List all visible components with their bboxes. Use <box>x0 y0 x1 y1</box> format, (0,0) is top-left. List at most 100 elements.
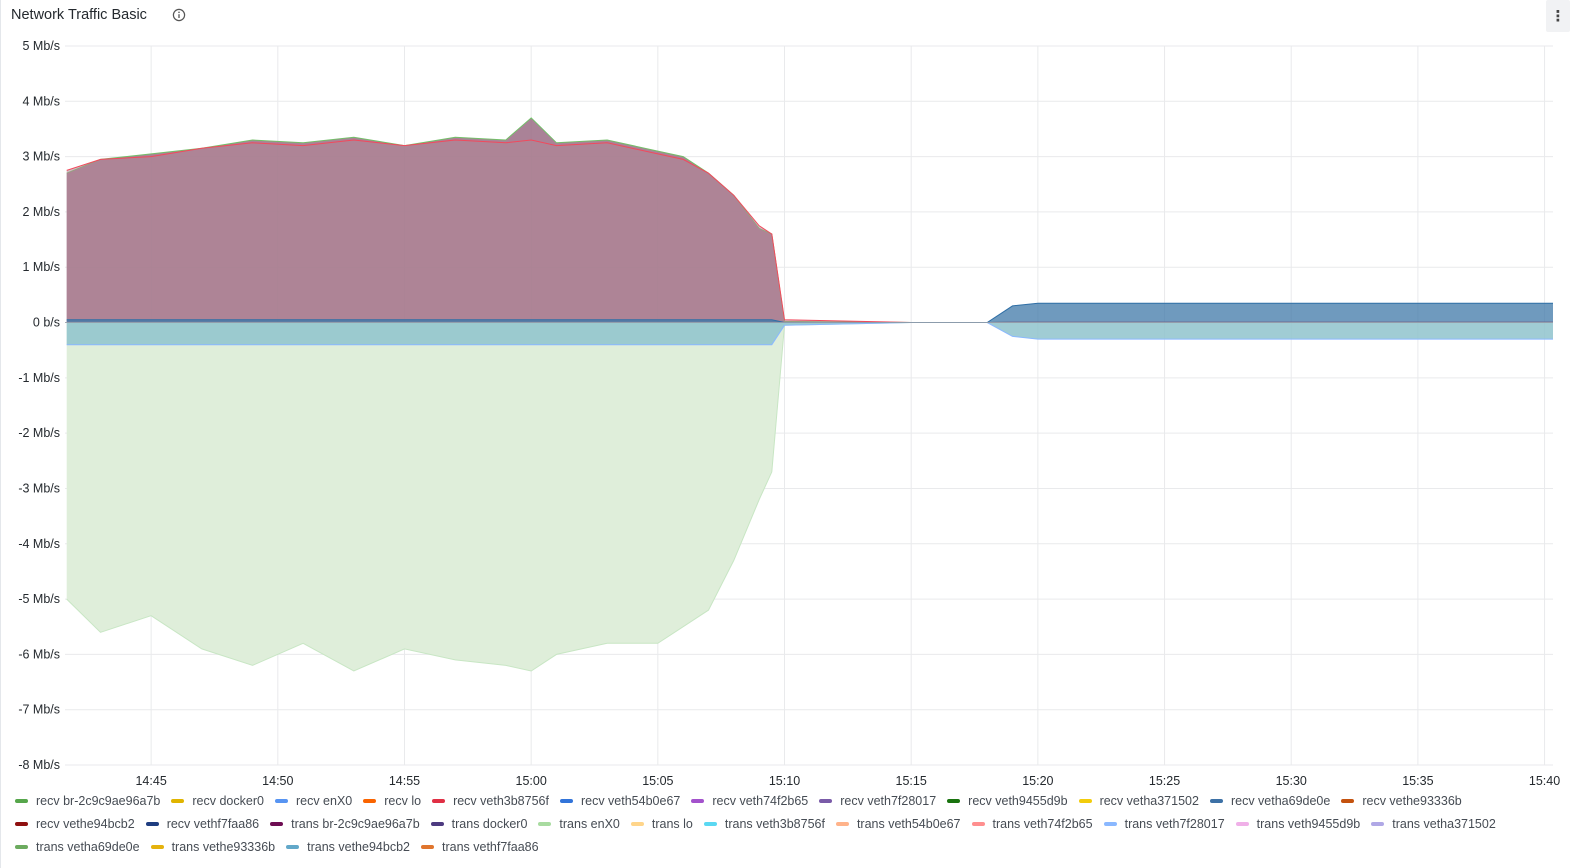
info-icon[interactable] <box>172 8 186 22</box>
legend-swatch <box>971 821 985 826</box>
legend-label: trans veth3b8756f <box>724 816 825 831</box>
legend-swatch <box>432 798 446 803</box>
legend-item[interactable]: trans vethf7faa86 <box>420 838 539 855</box>
legend-item[interactable]: recv vetha371502 <box>1078 792 1199 809</box>
legend-item[interactable]: trans veth54b0e67 <box>835 815 961 832</box>
legend-swatch <box>1078 798 1092 803</box>
legend-label: trans vethe93336b <box>171 839 276 854</box>
panel-menu-button[interactable]: ⋮ <box>1546 0 1570 32</box>
legend-item[interactable]: recv vethf7faa86 <box>145 815 260 832</box>
legend-item[interactable]: recv docker0 <box>171 792 264 809</box>
legend-item[interactable]: trans vethe93336b <box>150 838 276 855</box>
x-tick-label: 15:20 <box>1022 774 1053 788</box>
y-tick-label: 5 Mb/s <box>22 39 60 53</box>
legend: recv br-2c9c9ae96a7b recv docker0 recv enX… <box>15 792 1575 855</box>
legend-swatch <box>630 821 644 826</box>
legend-label: trans vetha371502 <box>1392 816 1496 831</box>
legend-item[interactable]: recv veth3b8756f <box>432 792 549 809</box>
legend-swatch <box>1371 821 1385 826</box>
legend-item[interactable]: trans veth74f2b65 <box>971 815 1093 832</box>
legend-item[interactable]: recv br-2c9c9ae96a7b <box>15 792 160 809</box>
legend-label: recv veth54b0e67 <box>580 793 681 808</box>
legend-label: trans veth7f28017 <box>1124 816 1225 831</box>
legend-label: trans veth54b0e67 <box>856 816 961 831</box>
legend-item[interactable]: recv enX0 <box>274 792 353 809</box>
y-tick-label: -4 Mb/s <box>18 537 60 551</box>
legend-label: trans veth74f2b65 <box>992 816 1093 831</box>
legend-swatch <box>819 798 833 803</box>
y-tick-label: 3 Mb/s <box>22 150 60 164</box>
y-tick-label: 1 Mb/s <box>22 260 60 274</box>
legend-item[interactable]: trans veth7f28017 <box>1103 815 1225 832</box>
legend-label: recv vetha371502 <box>1099 793 1199 808</box>
legend-item[interactable]: recv veth9455d9b <box>947 792 1068 809</box>
series-line <box>66 322 1553 346</box>
legend-label: trans docker0 <box>451 816 528 831</box>
legend-swatch <box>835 821 849 826</box>
legend-swatch <box>538 821 552 826</box>
legend-swatch <box>15 821 28 826</box>
legend-item[interactable]: recv vethe93336b <box>1341 792 1462 809</box>
y-tick-label: -8 Mb/s <box>18 758 60 772</box>
legend-swatch <box>691 798 705 803</box>
legend-item[interactable]: trans vethe94bcb2 <box>286 838 410 855</box>
legend-swatch <box>145 821 159 826</box>
x-tick-label: 15:05 <box>642 774 673 788</box>
chart[interactable]: 5 Mb/s 4 Mb/s 3 Mb/s 2 Mb/s 1 Mb/s 0 b/s -1 Mb… <box>1 32 1587 792</box>
series-area <box>66 140 1554 323</box>
series-area <box>66 322 1554 671</box>
legend-swatch <box>363 798 377 803</box>
legend-item[interactable]: recv veth7f28017 <box>819 792 936 809</box>
legend-label: recv enX0 <box>295 793 353 808</box>
legend-item[interactable]: trans br-2c9c9ae96a7b <box>270 815 420 832</box>
legend-swatch <box>420 844 434 849</box>
legend-swatch <box>430 821 444 826</box>
legend-swatch <box>1209 798 1223 803</box>
legend-label: trans enX0 <box>559 816 620 831</box>
y-tick-label: -1 Mb/s <box>18 371 60 385</box>
x-tick-label: 15:35 <box>1402 774 1433 788</box>
legend-label: recv br-2c9c9ae96a7b <box>36 793 161 808</box>
kebab-menu-icon: ⋮ <box>1550 7 1566 25</box>
x-tick-label: 15:25 <box>1149 774 1180 788</box>
legend-swatch <box>270 821 284 826</box>
legend-swatch <box>171 798 185 803</box>
chart-areas <box>65 117 1554 672</box>
legend-item[interactable]: trans enX0 <box>538 815 620 832</box>
legend-swatch <box>274 798 288 803</box>
legend-item[interactable]: recv veth74f2b65 <box>691 792 808 809</box>
x-tick-label: 14:50 <box>262 774 293 788</box>
legend-item[interactable]: recv lo <box>363 792 421 809</box>
y-tick-label: 4 Mb/s <box>22 94 60 108</box>
legend-item[interactable]: recv vethe94bcb2 <box>15 815 135 832</box>
legend-swatch <box>559 798 573 803</box>
legend-item[interactable]: trans lo <box>630 815 693 832</box>
x-tick-label: 14:45 <box>135 774 166 788</box>
legend-swatch <box>1235 821 1249 826</box>
legend-swatch <box>1341 798 1355 803</box>
legend-label: recv vethf7faa86 <box>166 816 260 831</box>
legend-item[interactable]: trans veth9455d9b <box>1235 815 1360 832</box>
legend-label: recv lo <box>384 793 422 808</box>
legend-item[interactable]: trans vetha371502 <box>1371 815 1496 832</box>
legend-item[interactable]: trans veth3b8756f <box>703 815 825 832</box>
legend-label: trans vethf7faa86 <box>441 839 539 854</box>
legend-label: recv vetha69de0e <box>1230 793 1331 808</box>
legend-item[interactable]: recv vetha69de0e <box>1209 792 1331 809</box>
y-tick-label: -3 Mb/s <box>18 481 60 495</box>
x-tick-label: 14:55 <box>389 774 420 788</box>
y-tick-label: 0 b/s <box>33 316 60 330</box>
legend-label: recv vethe93336b <box>1362 793 1462 808</box>
legend-label: recv veth3b8756f <box>453 793 549 808</box>
y-axis: 5 Mb/s 4 Mb/s 3 Mb/s 2 Mb/s 1 Mb/s 0 b/s -1 Mb… <box>18 39 60 772</box>
legend-label: trans vethe94bcb2 <box>307 839 410 854</box>
legend-item[interactable]: trans docker0 <box>430 815 528 832</box>
series-area <box>66 322 1554 345</box>
y-tick-label: -6 Mb/s <box>18 647 60 661</box>
y-tick-label: -7 Mb/s <box>18 703 60 717</box>
legend-swatch <box>15 844 28 849</box>
legend-label: recv veth74f2b65 <box>712 793 809 808</box>
legend-item[interactable]: trans vetha69de0e <box>15 838 140 855</box>
legend-item[interactable]: recv veth54b0e67 <box>559 792 681 809</box>
